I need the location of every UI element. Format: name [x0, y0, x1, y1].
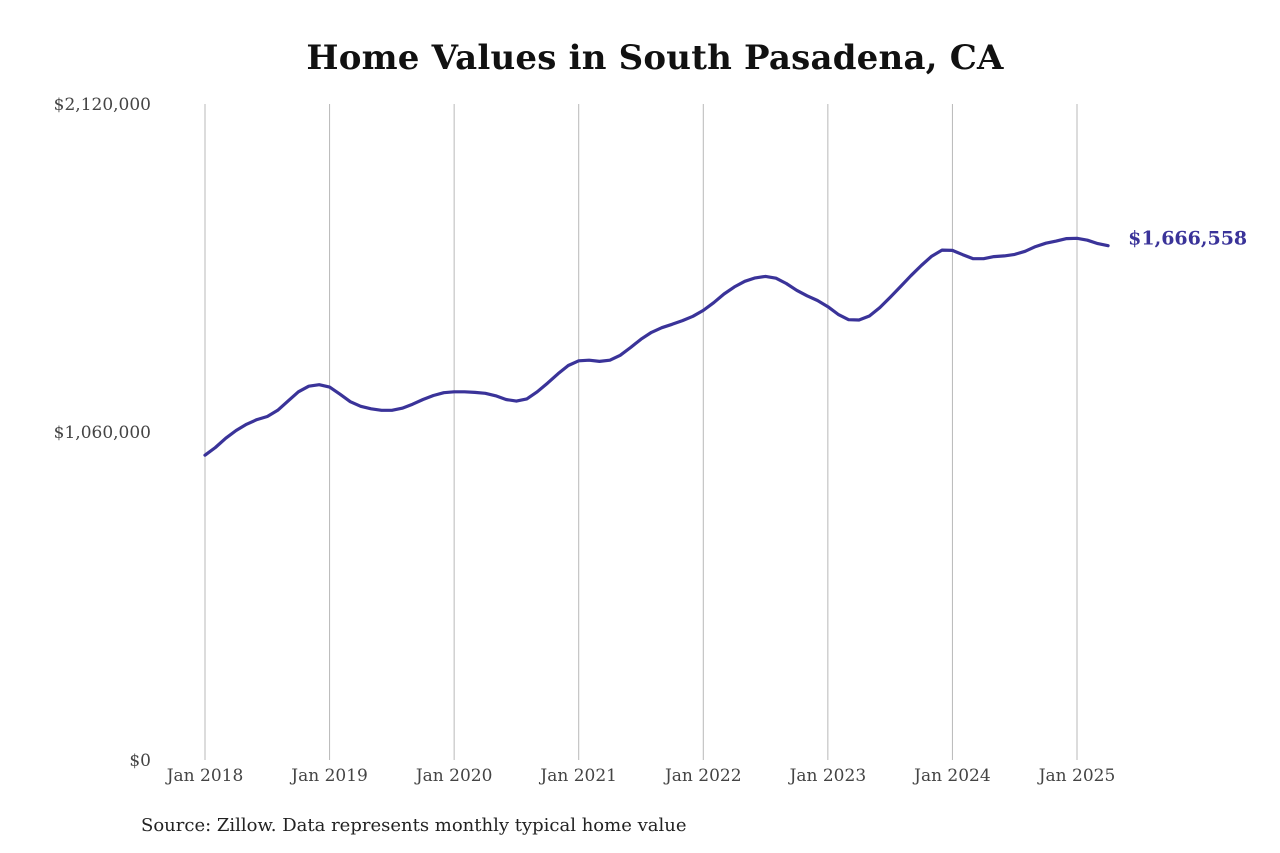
grid-lines — [204, 104, 1078, 760]
series-line — [203, 236, 1110, 457]
x-tick-label: Jan 2021 — [538, 766, 617, 786]
x-tick-label: Jan 2024 — [912, 766, 991, 786]
y-tick-label: $1,060,000 — [54, 423, 151, 443]
y-tick-label: $0 — [129, 751, 151, 771]
x-tick-label: Jan 2023 — [788, 766, 867, 786]
y-axis-ticks: $0 $1,060,000 $2,120,000 — [54, 95, 151, 771]
x-tick-label: Jan 2019 — [289, 766, 368, 786]
x-tick-label: Jan 2022 — [663, 766, 742, 786]
chart-title: Home Values in South Pasadena, CA — [306, 38, 1004, 78]
x-tick-label: Jan 2018 — [165, 766, 244, 786]
source-note: Source: Zillow. Data represents monthly … — [141, 815, 687, 836]
x-axis-ticks: Jan 2018 Jan 2019 Jan 2020 Jan 2021 Jan 2022… — [165, 766, 1116, 786]
x-tick-label: Jan 2020 — [414, 766, 493, 786]
x-tick-label: Jan 2025 — [1037, 766, 1116, 786]
y-tick-label: $2,120,000 — [54, 95, 151, 115]
end-value-label: $1,666,558 — [1128, 228, 1247, 250]
